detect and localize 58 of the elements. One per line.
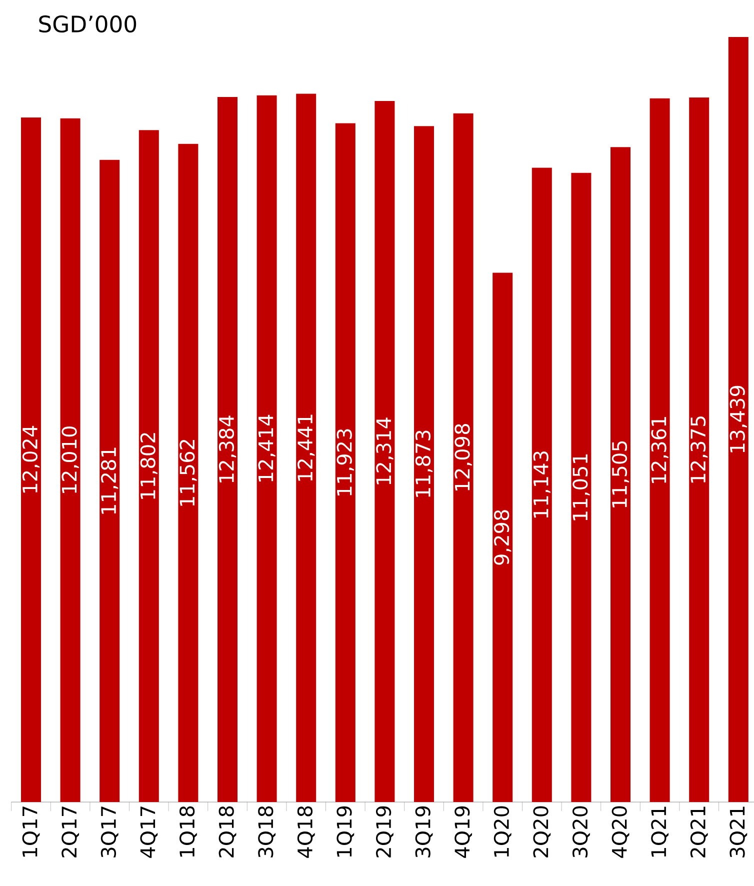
data-label: 12,361 xyxy=(651,417,668,483)
x-tick-label: 1Q21 xyxy=(651,806,669,857)
bar xyxy=(532,168,552,802)
bar xyxy=(296,94,316,802)
x-tick-label: 2Q18 xyxy=(218,806,236,858)
bar xyxy=(218,97,238,802)
x-tick-label: 4Q17 xyxy=(140,806,158,858)
data-label: 12,414 xyxy=(258,414,276,482)
bar xyxy=(178,144,198,802)
data-label: 12,441 xyxy=(298,414,315,481)
data-label: 13,439 xyxy=(730,386,747,452)
bar xyxy=(335,123,356,802)
bar xyxy=(492,272,513,802)
x-tick-label: 3Q17 xyxy=(100,806,118,858)
data-label: 12,010 xyxy=(62,426,79,493)
x-tick-label: 1Q17 xyxy=(22,806,40,857)
data-label: 12,098 xyxy=(454,424,472,490)
data-label: 9,298 xyxy=(494,510,512,565)
bar xyxy=(689,98,710,802)
data-label: 12,375 xyxy=(690,416,708,483)
data-label: 12,314 xyxy=(376,418,394,484)
bar xyxy=(374,101,395,802)
data-label: 11,505 xyxy=(612,441,630,508)
x-tick-label: 2Q19 xyxy=(376,806,394,858)
data-label: 12,024 xyxy=(22,426,40,493)
chart-title: SGD’000 xyxy=(39,15,136,33)
bar xyxy=(610,147,631,802)
x-tick-label: 3Q18 xyxy=(258,806,276,858)
bar xyxy=(60,118,80,802)
x-tick-label: 2Q21 xyxy=(690,806,708,858)
x-tick-label: 2Q20 xyxy=(533,806,551,858)
bar xyxy=(571,172,592,802)
data-label: 11,281 xyxy=(101,448,118,514)
data-label: 11,802 xyxy=(140,433,158,499)
bar xyxy=(650,98,670,802)
x-tick-label: 3Q21 xyxy=(730,806,748,858)
bar xyxy=(414,126,434,802)
data-label: 11,873 xyxy=(415,430,433,497)
x-tick-label: 3Q19 xyxy=(415,806,433,858)
x-tick-label: 4Q20 xyxy=(612,806,630,858)
bar xyxy=(453,113,474,802)
bar xyxy=(138,130,159,802)
bar xyxy=(20,118,41,802)
x-tick-label: 1Q18 xyxy=(179,806,197,857)
bar xyxy=(728,36,748,802)
x-tick-label: 4Q18 xyxy=(297,806,315,858)
bar xyxy=(256,95,277,802)
bar xyxy=(100,160,120,802)
data-label: 11,923 xyxy=(336,429,354,496)
x-tick-label: 1Q19 xyxy=(336,806,354,857)
data-label: 11,051 xyxy=(572,454,590,520)
x-tick-label: 2Q17 xyxy=(62,806,80,858)
data-label: 12,384 xyxy=(218,416,236,482)
x-tick-label: 1Q20 xyxy=(494,806,512,857)
x-tick-label: 4Q19 xyxy=(454,806,472,858)
data-label: 11,562 xyxy=(180,440,197,506)
data-label: 11,143 xyxy=(533,451,550,518)
x-tick-label: 3Q20 xyxy=(572,806,590,858)
